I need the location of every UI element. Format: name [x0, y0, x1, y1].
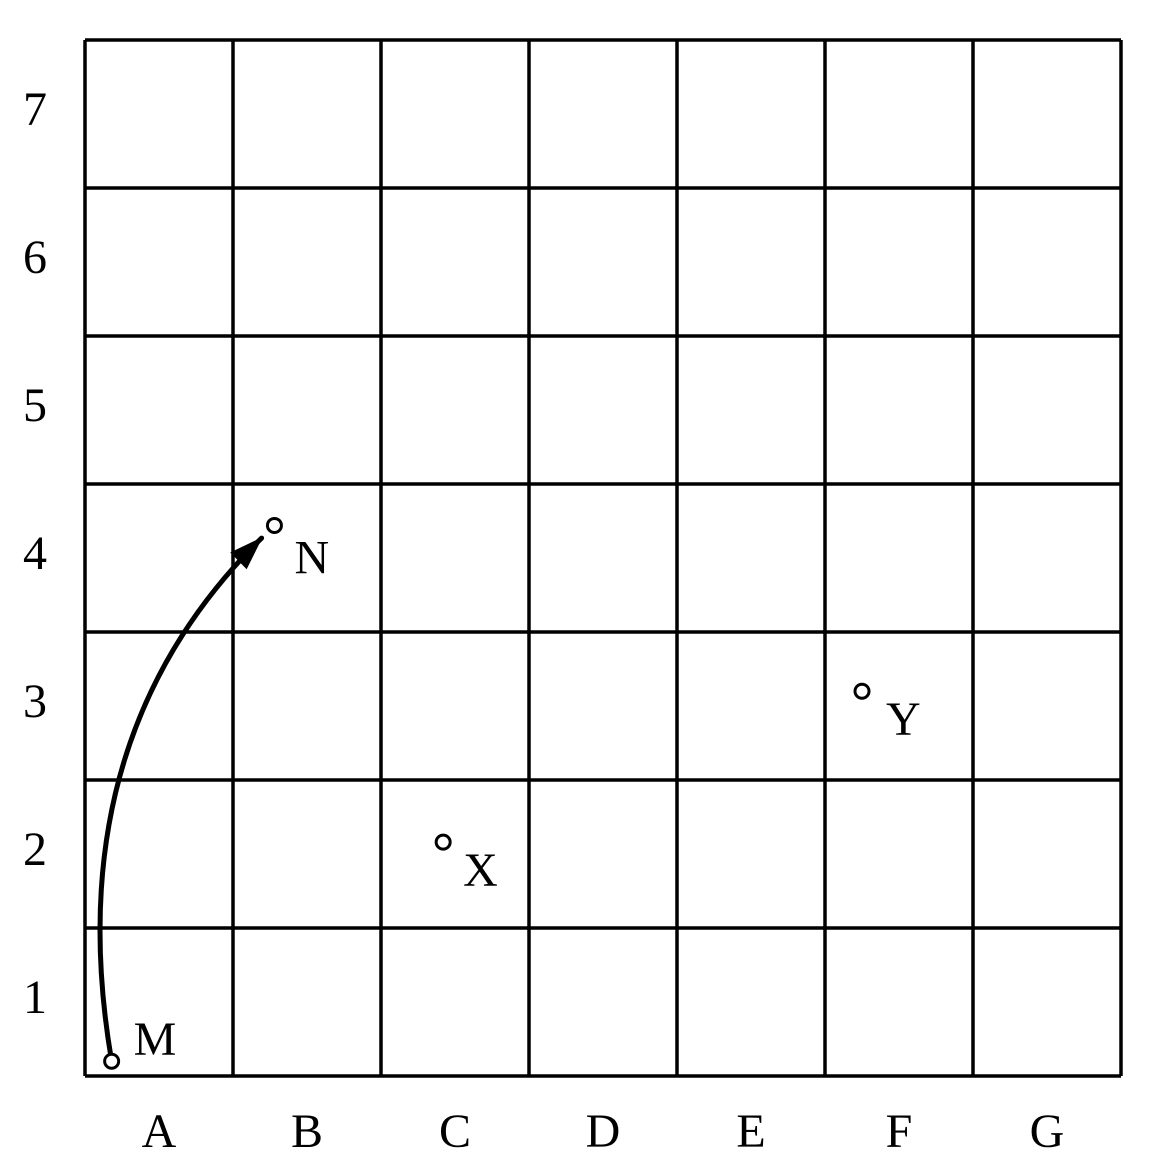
col-label: B — [291, 1105, 323, 1158]
grid-diagram: 1 2 3 4 5 6 7 A B C D E F G M N X Y — [0, 0, 1165, 1171]
row-label: 1 — [23, 971, 47, 1024]
row-label: 4 — [23, 527, 47, 580]
point-label-N: N — [294, 531, 329, 584]
col-label: A — [142, 1105, 177, 1158]
point-X — [436, 835, 450, 849]
row-label: 5 — [23, 379, 47, 432]
point-Y — [855, 684, 869, 698]
point-label-X: X — [463, 844, 498, 897]
col-label: D — [586, 1105, 621, 1158]
row-label: 3 — [23, 675, 47, 728]
row-label: 6 — [23, 231, 47, 284]
point-label-Y: Y — [886, 693, 921, 746]
point-N — [267, 518, 281, 532]
col-label: C — [439, 1105, 471, 1158]
col-label: F — [886, 1105, 913, 1158]
row-label: 2 — [23, 823, 47, 876]
col-label: G — [1030, 1105, 1065, 1158]
point-label-M: M — [134, 1013, 177, 1066]
diagram-svg: 1 2 3 4 5 6 7 A B C D E F G M N X Y — [0, 0, 1165, 1171]
row-label: 7 — [23, 83, 47, 136]
point-M — [105, 1054, 119, 1068]
col-label: E — [736, 1105, 765, 1158]
